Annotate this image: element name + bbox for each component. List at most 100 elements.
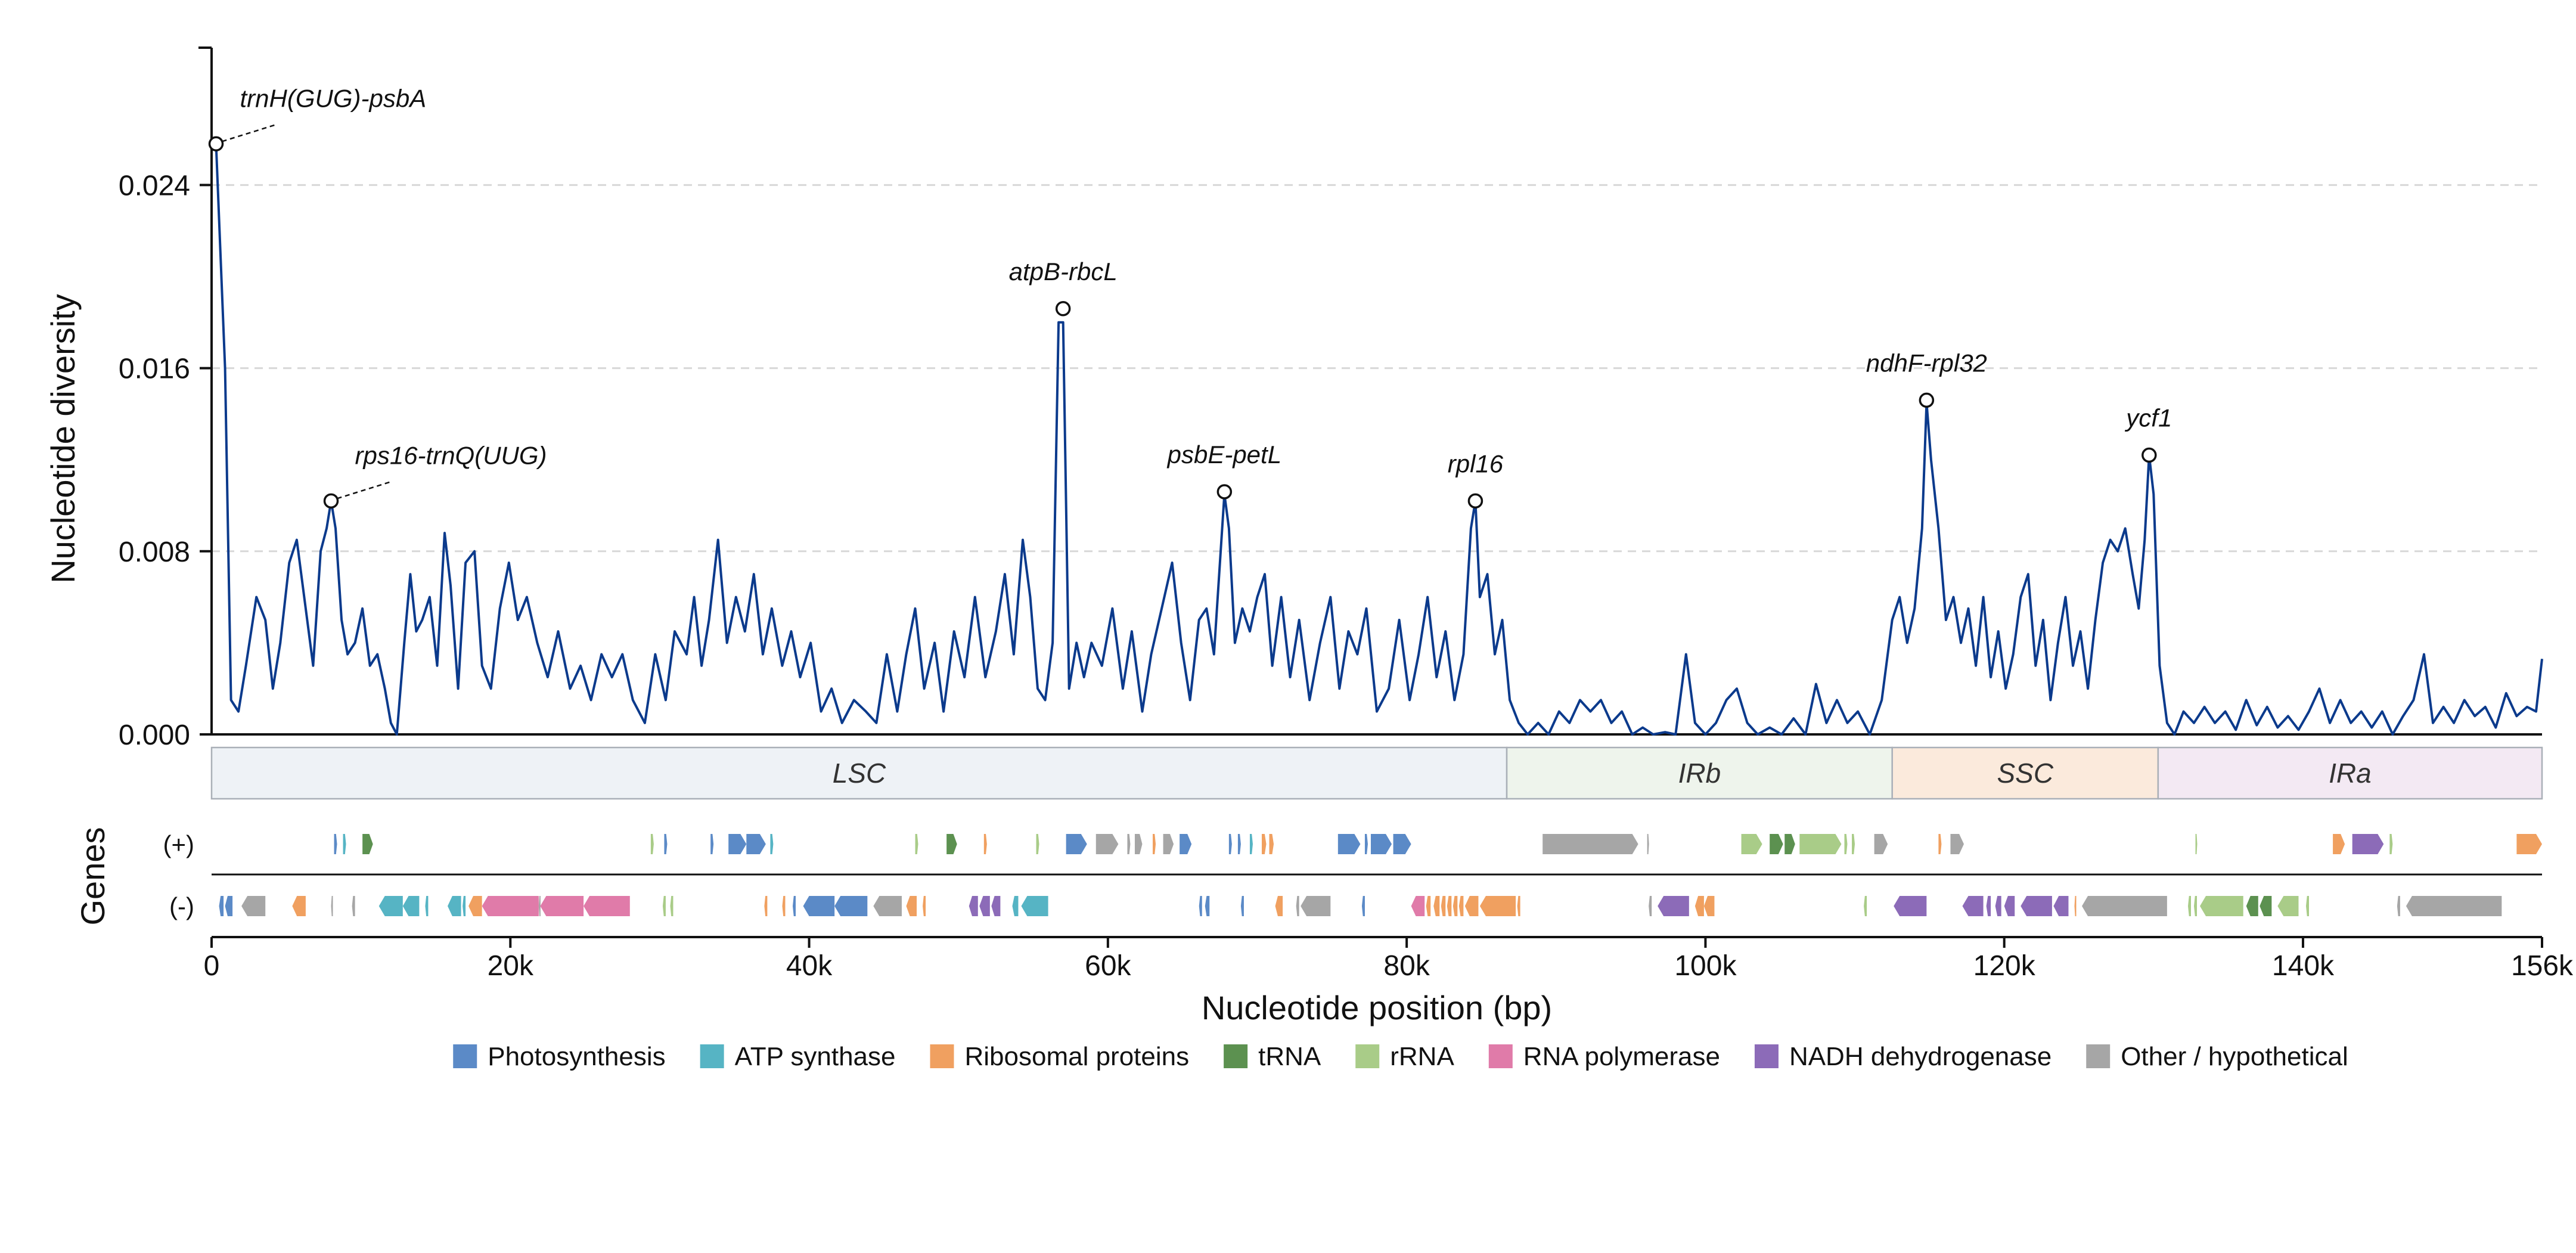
gene-arrow: [1458, 896, 1464, 916]
gene-arrow: [1269, 834, 1274, 854]
gene-arrow: [915, 834, 918, 854]
peak-leader: [337, 481, 391, 500]
peak-marker: [1919, 392, 1935, 408]
y-tick-label: 0.024: [119, 170, 190, 201]
gene-arrow: [219, 896, 224, 916]
peak-label: ycf1: [2124, 404, 2172, 432]
gene-arrow: [969, 896, 978, 916]
gene-arrow: [402, 896, 420, 916]
gene-arrow: [1703, 896, 1715, 916]
x-tick-label: 20k: [488, 950, 534, 982]
gene-arrow: [873, 896, 902, 916]
gene-arrow: [1370, 834, 1392, 854]
y-tick-label: 0.000: [119, 719, 190, 751]
gene-arrow: [1694, 896, 1704, 916]
region-label: IRa: [2329, 758, 2372, 789]
gene-arrow: [448, 896, 461, 916]
gene-arrow: [1658, 896, 1689, 916]
gene-arrow: [1153, 834, 1156, 854]
strand-plus-label: (+): [163, 830, 195, 858]
gene-arrow: [1543, 834, 1638, 854]
gene-arrow: [2194, 896, 2198, 916]
gene-arrow: [1199, 896, 1202, 916]
gene-arrow: [2082, 896, 2167, 916]
gene-arrow: [1986, 896, 1991, 916]
gene-arrow: [1134, 834, 1143, 854]
gene-arrow: [331, 896, 333, 916]
gene-arrow: [1228, 834, 1232, 854]
gene-arrow: [1874, 834, 1888, 854]
gene-arrow: [1411, 896, 1425, 916]
gene-arrow: [1127, 834, 1131, 854]
strand-minus-label: (-): [169, 892, 194, 920]
gene-arrow: [1361, 896, 1365, 916]
gene-arrow: [362, 834, 373, 854]
gene-arrow: [782, 896, 786, 916]
gene-arrow: [2397, 896, 2400, 916]
legend-label: RNA polymerase: [1523, 1042, 1720, 1071]
gene-arrow: [1852, 834, 1855, 854]
peak-marker: [1467, 493, 1483, 509]
gene-arrow: [1453, 896, 1458, 916]
gene-arrow: [1180, 834, 1192, 854]
gene-arrow: [1517, 896, 1520, 916]
gene-arrow: [1240, 896, 1244, 916]
y-tick-label: 0.016: [119, 353, 190, 385]
diversity-plot: [210, 142, 2543, 736]
legend-swatch: [1355, 1044, 1380, 1068]
gene-arrow: [2305, 896, 2309, 916]
gene-arrow: [983, 834, 987, 854]
gene-arrow: [2195, 834, 2198, 854]
x-tick-label: 40k: [786, 950, 833, 982]
gene-arrow: [670, 896, 674, 916]
gene-arrow: [241, 896, 266, 916]
gene-arrow: [2352, 834, 2384, 854]
gene-arrow: [2389, 834, 2393, 854]
gene-arrow: [710, 834, 714, 854]
gene-arrow: [1301, 896, 1331, 916]
gene-arrow: [463, 896, 466, 916]
gene-arrow: [1433, 896, 1440, 916]
gene-arrow: [1441, 896, 1446, 916]
legend-label: tRNA: [1258, 1042, 1321, 1071]
gene-arrow: [2200, 896, 2243, 916]
gene-arrow: [764, 896, 768, 916]
x-tick-label: 156k: [2511, 950, 2574, 982]
gene-arrow: [2004, 896, 2015, 916]
peak-marker: [1055, 301, 1071, 317]
gene-arrow: [584, 896, 630, 916]
x-axis-label: Nucleotide position (bp): [1202, 989, 1552, 1026]
legend-label: Photosynthesis: [488, 1042, 665, 1071]
gene-arrow: [1205, 896, 1210, 916]
gene-arrow: [1447, 896, 1452, 916]
gene-arrow: [1021, 896, 1048, 916]
gene-arrow: [1894, 896, 1927, 916]
legend-swatch: [1224, 1044, 1248, 1068]
x-tick-label: 120k: [1973, 950, 2036, 982]
grid-lines: [212, 184, 2542, 553]
gene-arrow: [1647, 834, 1649, 854]
gene-arrow: [425, 896, 429, 916]
y-axis: 0.000 0.008 0.016 0.024 Nucleotide diversity: [44, 46, 213, 751]
gene-arrow: [1262, 834, 1267, 854]
gene-arrow: [979, 896, 990, 916]
peak-marker: [323, 493, 339, 509]
legend-label: Other / hypothetical: [2121, 1042, 2348, 1071]
gene-arrow: [1296, 896, 1299, 916]
gene-arrow: [728, 834, 747, 854]
gene-arrow: [834, 896, 868, 916]
genes-label: Genes: [74, 827, 111, 926]
gene-arrow: [540, 896, 584, 916]
gene-arrow: [2246, 896, 2258, 916]
legend-label: Ribosomal proteins: [964, 1042, 1189, 1071]
legend-swatch: [453, 1044, 477, 1068]
gene-arrow: [746, 834, 766, 854]
region-ira: [2157, 746, 2543, 800]
gene-arrow: [2074, 896, 2077, 916]
gene-arrow: [1393, 834, 1411, 854]
region-label: LSC: [833, 758, 886, 789]
gene-arrow: [664, 834, 668, 854]
gene-arrow: [923, 896, 926, 916]
peak-label: rpl16: [1448, 449, 1504, 477]
